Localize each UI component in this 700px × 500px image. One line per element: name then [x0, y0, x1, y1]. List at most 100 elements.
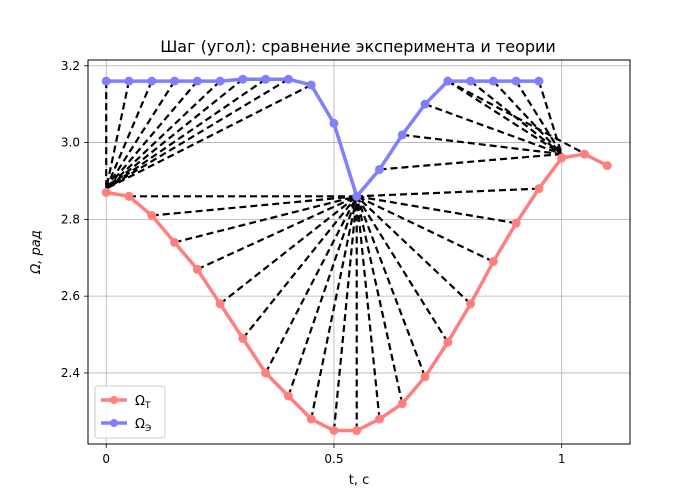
data-point [283, 74, 293, 84]
legend-marker [110, 396, 118, 404]
data-point [329, 426, 339, 436]
data-point [283, 391, 293, 401]
data-point [557, 153, 567, 163]
data-point [534, 76, 544, 86]
connector-line [105, 78, 244, 190]
data-point [147, 211, 157, 221]
connector-line [105, 83, 312, 190]
legend-label: ΩT [135, 394, 151, 411]
connector-line [355, 195, 449, 343]
data-point [466, 76, 476, 86]
connector-line [356, 195, 517, 225]
ticks: 0 0.5 1 2.4 2.6 2.8 3.0 3.2 [61, 59, 566, 466]
x-tick-label: 0.5 [324, 452, 343, 466]
data-point [238, 74, 248, 84]
connector-line [355, 195, 427, 378]
connector-line [424, 103, 563, 156]
connector-line [356, 187, 539, 198]
data-point [488, 76, 498, 86]
y-tick-label: 2.8 [61, 212, 80, 226]
data-point [306, 80, 316, 90]
series-1 [101, 74, 544, 201]
data-point [192, 264, 202, 274]
x-tick-label: 1 [558, 452, 566, 466]
data-point [511, 76, 521, 86]
data-point [511, 218, 521, 228]
data-point [397, 130, 407, 140]
connector-line [241, 195, 358, 340]
connector-line [332, 196, 358, 431]
data-point [420, 99, 430, 109]
connector-line [515, 80, 563, 155]
data-point [466, 299, 476, 309]
data-point [124, 191, 134, 201]
data-point [215, 299, 225, 309]
data-point [352, 426, 362, 436]
connector-line [355, 195, 472, 305]
data-point [101, 187, 111, 197]
connector-line [447, 80, 608, 167]
data-point [147, 76, 157, 86]
connector-line [105, 80, 153, 190]
connector-line [151, 195, 357, 217]
y-axis-label: Ω, рад [29, 230, 44, 274]
legend-marker [110, 419, 118, 427]
data-point [420, 372, 430, 382]
data-point [170, 237, 180, 247]
data-point [374, 164, 384, 174]
connector-line [196, 195, 358, 271]
connector-line [105, 78, 289, 190]
data-point [238, 333, 248, 343]
series-0 [101, 149, 612, 436]
legend-label: ΩЭ [135, 417, 151, 434]
connector-line [264, 195, 358, 374]
connector-line [105, 80, 221, 190]
connector-line [355, 196, 404, 404]
data-point [397, 399, 407, 409]
data-point [261, 368, 271, 378]
y-tick-label: 3.0 [61, 136, 80, 150]
data-point [443, 76, 453, 86]
data-point [329, 118, 339, 128]
connector-lines [105, 78, 608, 431]
legend-label-subscript: Э [145, 424, 151, 434]
data-point [170, 76, 180, 86]
data-point [261, 74, 271, 84]
data-point [306, 414, 316, 424]
connector-line [356, 195, 494, 263]
connector-line [105, 80, 199, 190]
connector-line [287, 195, 358, 397]
plot-frame [87, 59, 631, 445]
data-point [192, 76, 202, 86]
legend-label-main: Ω [135, 394, 145, 409]
data-point [124, 76, 134, 86]
x-tick-label: 0 [102, 452, 110, 466]
connector-line [379, 152, 562, 171]
data-point [352, 191, 362, 201]
x-axis-label: t, c [349, 473, 370, 488]
chart-title: Шаг (угол): сравнение эксперимента и тео… [160, 37, 556, 56]
data-point [488, 257, 498, 267]
data-point [215, 76, 225, 86]
y-tick-label: 3.2 [61, 59, 80, 73]
data-point [374, 414, 384, 424]
data-point [534, 184, 544, 194]
y-tick-label: 2.6 [61, 289, 80, 303]
connector-line [310, 196, 358, 420]
legend-label-main: Ω [135, 417, 145, 432]
data-point [579, 149, 589, 159]
legend-box [94, 385, 166, 439]
legend-label-subscript: T [144, 401, 151, 411]
y-tick-label: 2.4 [61, 366, 80, 380]
connector-line [355, 196, 381, 420]
data-point [602, 161, 612, 171]
connector-line [447, 80, 563, 156]
connector-line [492, 80, 563, 155]
series-layer [101, 74, 612, 436]
connector-line [105, 80, 131, 189]
data-point [101, 76, 111, 86]
connector-line [174, 195, 357, 244]
connector-line [537, 80, 563, 155]
